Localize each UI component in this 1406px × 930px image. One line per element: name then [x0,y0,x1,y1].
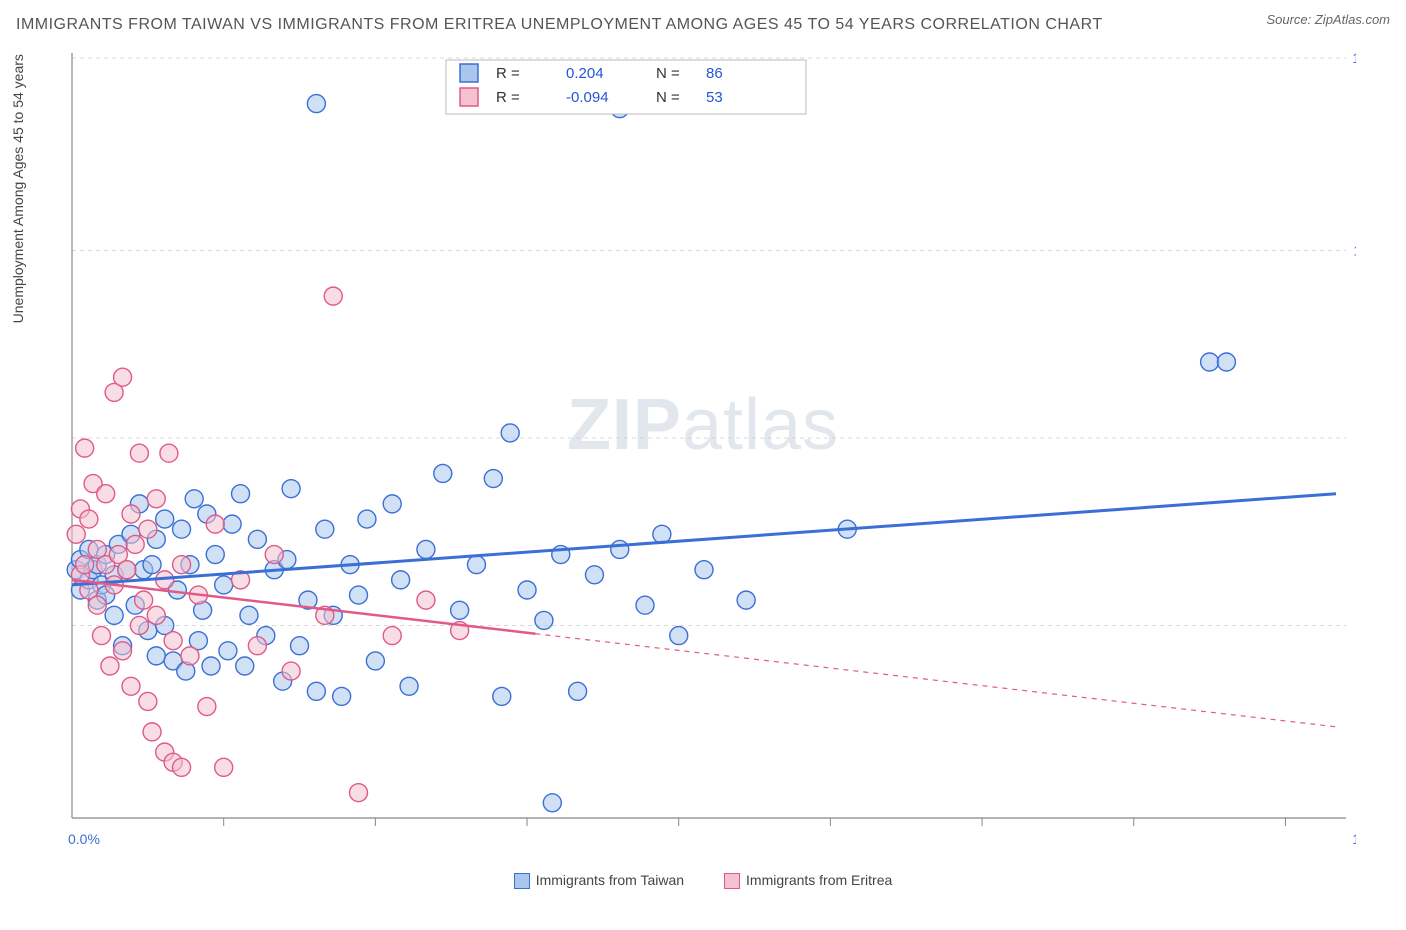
bottom-legend: Immigrants from Taiwan Immigrants from Er… [16,872,1390,889]
source-label: Source: ZipAtlas.com [1266,12,1390,27]
chart-title: IMMIGRANTS FROM TAIWAN VS IMMIGRANTS FRO… [16,12,1103,38]
svg-text:N =: N = [656,89,680,106]
svg-text:15.0%: 15.0% [1352,831,1356,847]
svg-text:86: 86 [706,65,723,82]
legend-item: Immigrants from Taiwan [514,872,684,889]
svg-text:R =: R = [496,89,520,106]
legend-item: Immigrants from Eritrea [724,872,892,889]
correlation-scatter-chart: 3.8%7.5%11.2%15.0%0.0%15.0%R =0.204N =86… [16,48,1356,868]
svg-text:R =: R = [496,65,520,82]
svg-text:N =: N = [656,65,680,82]
svg-text:15.0%: 15.0% [1352,50,1356,66]
svg-text:53: 53 [706,89,723,106]
svg-text:-0.094: -0.094 [566,89,609,106]
svg-text:0.204: 0.204 [566,65,604,82]
y-axis-label: Unemployment Among Ages 45 to 54 years [10,54,26,323]
svg-text:11.2%: 11.2% [1353,242,1356,258]
svg-text:0.0%: 0.0% [68,831,100,847]
